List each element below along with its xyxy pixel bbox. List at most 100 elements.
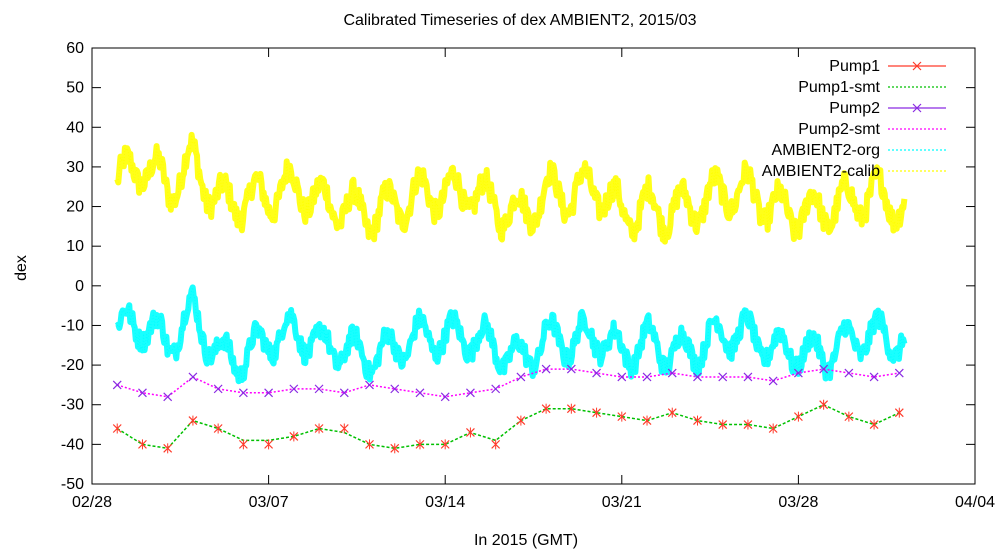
data-point: [541, 404, 551, 414]
data-point: [869, 420, 879, 429]
x-axis: 02/28 03/07 03/14 03/21 03/28 04/04: [72, 48, 995, 511]
data-point: [718, 420, 728, 429]
series-layer: [112, 131, 908, 454]
legend-label: AMBIENT2-org: [772, 142, 880, 159]
data-point: [793, 368, 803, 378]
data-point: [415, 388, 425, 398]
legend-label: Pump2: [829, 100, 880, 117]
data-point: [894, 408, 904, 418]
data-point: [667, 408, 677, 418]
data-point: [516, 372, 526, 382]
x-tick-label: 02/28: [72, 494, 112, 511]
data-point: [693, 372, 702, 382]
data-point: [314, 384, 324, 394]
data-point: [112, 424, 122, 433]
data-point: [163, 392, 173, 402]
y-tick-label: 20: [66, 199, 84, 216]
data-point: [440, 392, 450, 402]
series-0: [112, 399, 904, 454]
series-line: [116, 403, 900, 450]
data-point: [844, 368, 854, 378]
y-tick-label: 30: [66, 159, 84, 176]
y-axis-label: dex: [13, 255, 30, 281]
legend-label: AMBIENT2-calib: [762, 163, 880, 180]
data-point: [718, 372, 728, 382]
data-point: [163, 443, 173, 453]
y-tick-label: 50: [66, 80, 84, 97]
x-axis-label: In 2015 (GMT): [474, 532, 578, 549]
series-3: [116, 368, 900, 398]
data-point: [743, 372, 753, 382]
data-point: [264, 439, 274, 449]
legend: Pump1 Pump1-smt Pump2 Pump2-smt AMBIENT2-org…: [762, 58, 946, 180]
legend-label: Pump1: [829, 58, 880, 75]
series-line: [116, 134, 905, 242]
chart-title: Calibrated Timeseries of dex AMBIENT2, 2…: [343, 12, 696, 29]
data-point: [516, 416, 526, 426]
series-band: [114, 284, 908, 385]
data-point: [768, 376, 778, 386]
legend-marker: [912, 103, 922, 113]
data-point: [466, 428, 475, 437]
data-point: [264, 388, 274, 398]
data-point: [819, 400, 829, 410]
data-point: [138, 439, 147, 449]
series-4: [114, 284, 908, 385]
legend-marker: [912, 61, 922, 71]
data-point: [339, 388, 349, 398]
data-point: [793, 412, 803, 422]
data-point: [491, 439, 501, 449]
data-point: [617, 412, 627, 422]
data-point: [466, 388, 475, 398]
plot-area: [91, 47, 976, 485]
data-point: [365, 439, 374, 449]
series-line: [116, 368, 900, 398]
data-point: [768, 424, 778, 433]
data-point: [566, 364, 576, 374]
series-1: [116, 403, 900, 450]
data-point: [213, 384, 223, 394]
data-point: [188, 416, 198, 426]
data-point: [238, 439, 248, 449]
data-point: [693, 416, 702, 426]
series-5: [114, 131, 908, 245]
data-point: [642, 372, 652, 382]
y-tick-label: -20: [61, 357, 84, 374]
data-point: [592, 368, 601, 378]
data-point: [440, 439, 450, 449]
x-tick-label: 03/28: [778, 494, 818, 511]
series-line: [116, 287, 905, 382]
plot-frame: [91, 47, 976, 485]
y-axis: 60 50 40 30 20 10 0 -10 -20 -30 -40 -50: [61, 40, 975, 493]
data-point: [869, 372, 879, 382]
y-tick-label: -40: [61, 436, 84, 453]
data-point: [617, 372, 627, 382]
data-point: [390, 384, 400, 394]
data-point: [339, 424, 349, 433]
y-tick-label: 40: [66, 119, 84, 136]
data-point: [289, 384, 299, 394]
data-point: [112, 380, 122, 390]
legend-label: Pump2-smt: [798, 121, 880, 138]
data-point: [188, 372, 198, 382]
y-tick-label: 60: [66, 40, 84, 57]
data-point: [138, 388, 147, 398]
x-tick-label: 03/14: [425, 494, 465, 511]
x-tick-label: 03/21: [602, 494, 642, 511]
data-point: [743, 420, 753, 429]
y-tick-label: -10: [61, 317, 84, 334]
y-tick-label: 0: [75, 278, 84, 295]
y-tick-label: -30: [61, 397, 84, 414]
data-point: [894, 368, 904, 378]
data-point: [390, 443, 400, 453]
data-point: [415, 439, 425, 449]
data-point: [213, 424, 223, 433]
data-point: [314, 424, 324, 433]
x-tick-label: 03/07: [249, 494, 289, 511]
data-point: [667, 368, 677, 378]
data-point: [592, 408, 601, 418]
data-point: [819, 364, 829, 374]
series-2: [112, 364, 904, 402]
data-point: [541, 364, 551, 374]
